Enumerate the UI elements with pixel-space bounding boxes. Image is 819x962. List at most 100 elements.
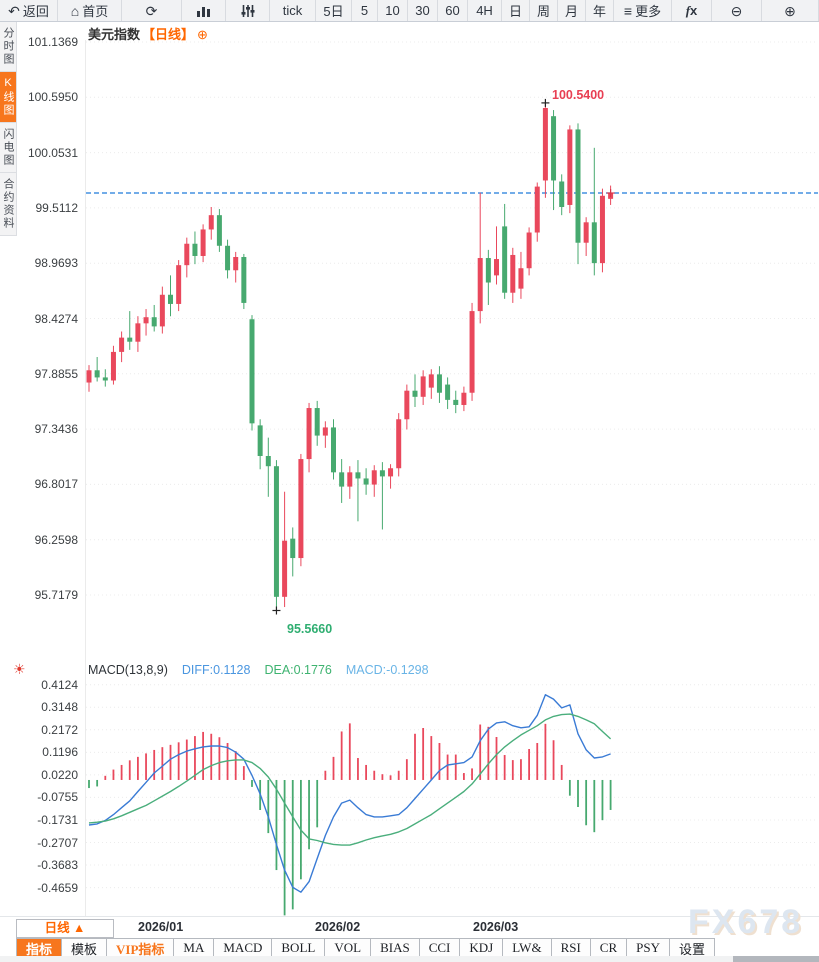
tab-indicator[interactable]: 指标 (16, 938, 63, 958)
interval-5d[interactable]: 5日 (316, 0, 352, 21)
interval-10[interactable]: 10 (378, 0, 408, 21)
candle-body (314, 408, 320, 436)
macd-axis-label: 0.4124 (41, 677, 78, 692)
tab-vip-indicator[interactable]: VIP指标 (107, 938, 175, 958)
candle-body (176, 265, 182, 304)
toolbar-item-label: 4H (476, 3, 493, 18)
back-button[interactable]: ↶ 返回 (0, 0, 58, 21)
price-axis-label: 96.2598 (34, 532, 78, 547)
macd-axis-label: -0.2707 (37, 835, 78, 850)
interval-day[interactable]: 日 (502, 0, 530, 21)
tab-bias[interactable]: BIAS (371, 938, 420, 958)
candle-body (583, 222, 589, 243)
more-button[interactable]: ≡ 更多 (614, 0, 672, 21)
toolbar-item-label: 日 (508, 4, 522, 19)
interval-year[interactable]: 年 (586, 0, 614, 21)
toolbar-item-label: 返回 (22, 4, 49, 19)
toolbar-item-label: 周 (536, 4, 550, 19)
sidebar-item-time-chart[interactable]: 分时图 (0, 22, 16, 72)
candle-body (485, 258, 491, 283)
candle-body (355, 472, 361, 479)
macd-title: MACD(13,8,9) (88, 663, 168, 677)
horizontal-scrollbar-thumb[interactable] (733, 956, 819, 962)
candle-body (331, 427, 336, 473)
interval-5[interactable]: 5 (352, 0, 378, 21)
candle-body (559, 181, 565, 208)
candle-body (461, 392, 467, 405)
candle-body (591, 222, 597, 264)
tab-lwr[interactable]: LW& (503, 938, 552, 958)
tab-boll[interactable]: BOLL (272, 938, 326, 958)
tab-kdj[interactable]: KDJ (460, 938, 504, 958)
toolbar-item-label: 年 (592, 4, 606, 19)
interval-month[interactable]: 月 (558, 0, 586, 21)
sidebar-item-contract-info[interactable]: 合约资料 (0, 173, 16, 236)
candle-body (151, 317, 157, 327)
price-axis-label: 98.9693 (34, 256, 78, 271)
refresh-button[interactable]: ⟳ (122, 0, 182, 21)
interval-30[interactable]: 30 (408, 0, 438, 21)
candle-body (86, 370, 92, 383)
high-price-annotation: 100.5400 (552, 88, 605, 102)
home-button[interactable]: ⌂ 首页 (58, 0, 122, 21)
price-axis-label: 97.3436 (34, 422, 78, 437)
candle-body (542, 108, 548, 181)
candle-body (363, 478, 369, 485)
candle-body (192, 243, 198, 256)
fx-button[interactable]: fx (672, 0, 712, 21)
tab-cr[interactable]: CR (590, 938, 628, 958)
candle-body (510, 254, 516, 293)
candle-body (282, 540, 288, 597)
month-label: 2026/03 (473, 920, 519, 934)
macd-axis-label: -0.4659 (37, 880, 78, 895)
candle-body (306, 408, 312, 460)
sidebar-item-lightning[interactable]: 闪电图 (0, 123, 16, 173)
candle-body (404, 390, 410, 420)
macd-axis-label: -0.0755 (37, 790, 78, 805)
tab-ma[interactable]: MA (174, 938, 215, 958)
indicator-settings-icon[interactable]: ☀ (13, 661, 26, 677)
candle-body (249, 319, 255, 424)
candle-body (551, 116, 557, 181)
candle-body (469, 311, 475, 393)
candle-body (216, 215, 222, 246)
interval-tick[interactable]: tick (270, 0, 316, 21)
tab-vol[interactable]: VOL (325, 938, 372, 958)
toolbar-item-label: 更多 (635, 4, 662, 19)
chart-title: 美元指数 【日线】 ⊕ (88, 24, 208, 43)
chart-style-button[interactable] (182, 0, 226, 21)
macd-dea-line (88, 713, 612, 846)
zoom-out-icon: ⊖ (730, 2, 743, 19)
back-icon: ↶ (8, 2, 20, 19)
low-price-annotation: 95.5660 (287, 622, 333, 636)
candle-body (388, 468, 394, 477)
macd-axis-label: -0.3683 (37, 858, 78, 873)
tab-template[interactable]: 模板 (62, 938, 108, 958)
candle-body (127, 337, 133, 342)
macd-bar-value: MACD:-0.1298 (345, 663, 429, 677)
candle-body (257, 425, 263, 456)
candle-body (518, 268, 524, 289)
sidebar-item-kline[interactable]: K线图 (0, 72, 16, 123)
zoom-out-button[interactable]: ⊖ (712, 0, 762, 21)
interval-4h[interactable]: 4H (468, 0, 502, 21)
candle-body (102, 377, 108, 381)
tab-psy[interactable]: PSY (627, 938, 670, 958)
indicator-style-button[interactable] (226, 0, 270, 21)
month-label: 2026/01 (138, 920, 184, 934)
interval-week[interactable]: 周 (530, 0, 558, 21)
macd-header: MACD(13,8,9) DIFF:0.1128 DEA:0.1776 MACD… (88, 663, 429, 677)
period-selector[interactable]: 日线 ▲ (16, 919, 114, 938)
macd-axis-label: 0.3148 (41, 700, 78, 715)
candle-body (184, 243, 190, 266)
toolbar-item-label: 5日 (323, 4, 344, 19)
add-indicator-icon[interactable]: ⊕ (197, 27, 208, 42)
interval-60[interactable]: 60 (438, 0, 468, 21)
tab-cci[interactable]: CCI (419, 938, 461, 958)
tab-macd[interactable]: MACD (214, 938, 273, 958)
period-tag: 【日线】 (142, 27, 195, 42)
candle-body (208, 215, 214, 230)
tab-rsi[interactable]: RSI (551, 938, 591, 958)
candle-body (599, 195, 605, 264)
